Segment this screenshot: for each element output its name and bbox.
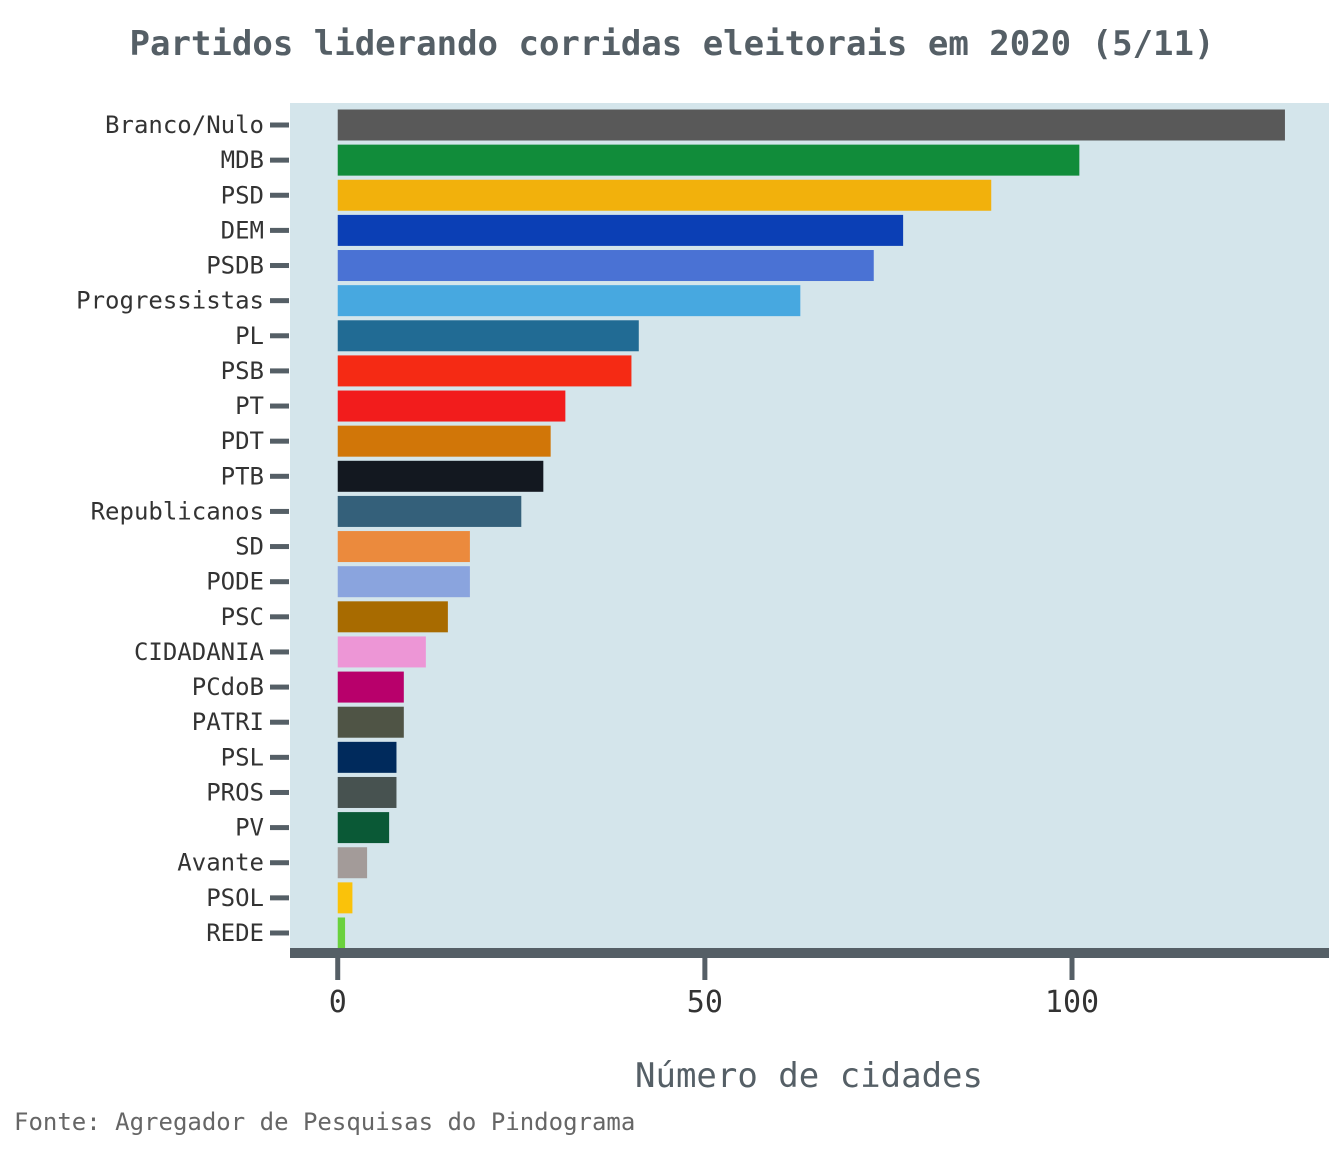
y-tick-label: PROS	[206, 778, 264, 806]
bar-mdb	[337, 144, 1080, 176]
y-tick-mark	[270, 684, 289, 690]
bar-psc	[337, 601, 448, 633]
y-tick-label: PSC	[221, 603, 264, 631]
y-tick-label: PATRI	[192, 708, 264, 736]
x-tick-mark	[1069, 958, 1075, 980]
y-tick-mark	[270, 895, 289, 901]
x-tick-mark	[335, 958, 341, 980]
y-tick-label: PSOL	[206, 884, 264, 912]
y-tick-mark	[270, 333, 289, 339]
y-tick-mark	[270, 754, 289, 760]
y-tick-mark	[270, 930, 289, 936]
x-tick-mark	[702, 958, 708, 980]
y-tick-mark	[270, 227, 289, 233]
y-tick-mark	[270, 438, 289, 444]
bar-psd	[337, 179, 992, 211]
y-tick-mark	[270, 368, 289, 374]
y-tick-mark	[270, 263, 289, 269]
y-tick-label: PSL	[221, 743, 264, 771]
bar-pl	[337, 320, 639, 352]
y-tick-mark	[270, 508, 289, 514]
bar-cidadania	[337, 636, 426, 668]
y-tick-label: Avante	[177, 849, 264, 877]
y-tick-label: Branco/Nulo	[105, 111, 264, 139]
bar-rede	[337, 917, 346, 949]
y-tick-label: PSB	[221, 357, 264, 385]
y-tick-label: PT	[235, 392, 264, 420]
y-tick-mark	[270, 473, 289, 479]
bar-pdt	[337, 425, 551, 457]
bar-progressistas	[337, 285, 801, 317]
y-tick-mark	[270, 544, 289, 550]
y-tick-mark	[270, 298, 289, 304]
bar-pv	[337, 812, 390, 844]
y-tick-label: CIDADANIA	[134, 638, 265, 666]
y-tick-mark	[270, 860, 289, 866]
source-note: Fonte: Agregador de Pesquisas do Pindogr…	[14, 1108, 635, 1136]
y-tick-label: MDB	[221, 146, 264, 174]
y-tick-label: PL	[235, 322, 264, 350]
y-tick-mark	[270, 614, 289, 620]
x-axis: 0 50 100	[329, 958, 1099, 1020]
y-axis: Branco/Nulo MDB PSD DEM PSDB Progressistas PL P…	[76, 111, 289, 947]
x-tick-label: 100	[1045, 985, 1099, 1020]
x-axis-line	[290, 948, 1329, 958]
y-tick-label: PDT	[221, 427, 264, 455]
y-tick-mark	[270, 825, 289, 831]
y-tick-mark	[270, 157, 289, 163]
bar-pode	[337, 566, 470, 598]
bar-psl	[337, 741, 397, 773]
y-tick-label: PSDB	[206, 252, 264, 280]
bar-pt	[337, 390, 566, 422]
bar-psdb	[337, 250, 874, 282]
bar-republicanos	[337, 495, 522, 527]
bar-psb	[337, 355, 632, 387]
bar-branco-nulo	[337, 109, 1285, 141]
bar-pros	[337, 776, 397, 808]
y-tick-label: PTB	[221, 462, 264, 490]
bars-group	[337, 109, 1285, 949]
y-tick-label: REDE	[206, 919, 264, 947]
chart-title: Partidos liderando corridas eleitorais e…	[130, 24, 1215, 64]
x-axis-label: Número de cidades	[635, 1056, 983, 1096]
y-tick-mark	[270, 719, 289, 725]
x-tick-label: 50	[687, 985, 723, 1020]
bar-dem	[337, 214, 904, 246]
y-tick-label: DEM	[221, 216, 264, 244]
y-tick-label: SD	[235, 533, 264, 561]
x-tick-label: 0	[329, 985, 347, 1020]
y-tick-label: PV	[235, 814, 264, 842]
y-tick-label: PCdoB	[192, 673, 264, 701]
y-tick-label: PODE	[206, 568, 264, 596]
y-tick-label: PSD	[221, 181, 264, 209]
y-tick-mark	[270, 192, 289, 198]
y-tick-label: Progressistas	[76, 287, 264, 315]
y-tick-mark	[270, 579, 289, 585]
y-tick-mark	[270, 122, 289, 128]
y-tick-label: Republicanos	[91, 497, 264, 525]
y-tick-mark	[270, 649, 289, 655]
bar-pcdob	[337, 671, 404, 703]
y-tick-mark	[270, 403, 289, 409]
bar-ptb	[337, 460, 544, 492]
bar-patri	[337, 706, 404, 738]
bar-avante	[337, 847, 368, 879]
bar-sd	[337, 531, 470, 563]
bar-psol	[337, 882, 353, 914]
y-tick-mark	[270, 789, 289, 795]
